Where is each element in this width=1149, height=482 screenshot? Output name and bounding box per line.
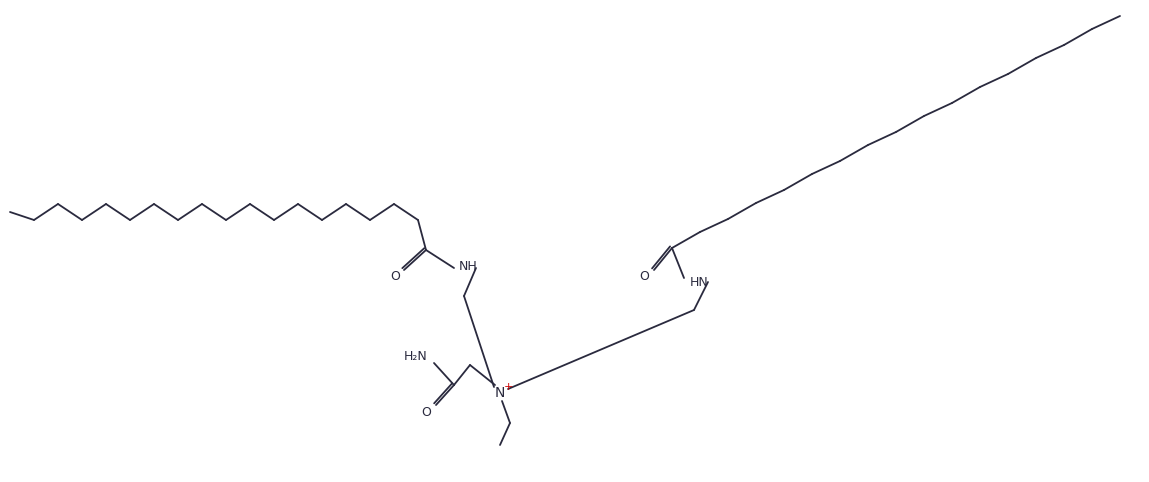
Text: O: O (390, 270, 400, 283)
Text: +: + (503, 382, 512, 392)
Text: N: N (495, 386, 506, 400)
Text: O: O (639, 270, 649, 283)
Text: HN: HN (689, 276, 709, 289)
Text: O: O (421, 405, 431, 418)
Text: H₂N: H₂N (404, 350, 427, 363)
Text: NH: NH (458, 260, 477, 273)
